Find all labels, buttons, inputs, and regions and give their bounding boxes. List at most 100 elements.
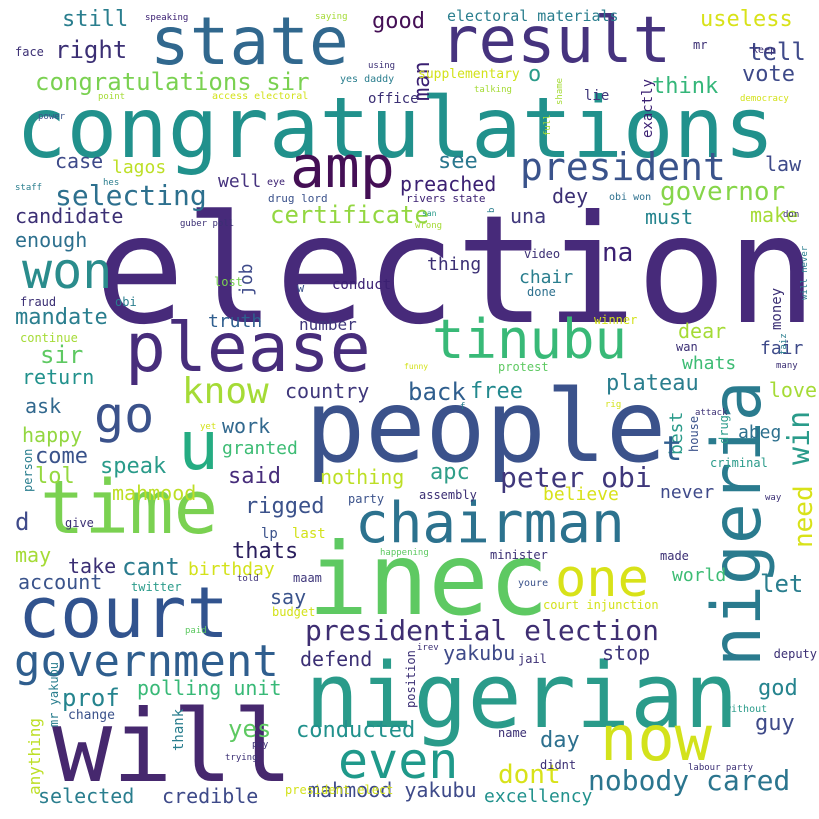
cloud-word: lol (35, 464, 75, 489)
cloud-word: lie (584, 88, 610, 104)
cloud-word: anything (25, 717, 44, 795)
cloud-word: drug (717, 415, 731, 444)
cloud-word: happy (22, 423, 83, 447)
cloud-word: supplementary (418, 67, 520, 82)
cloud-word: never (660, 482, 715, 503)
cloud-word: god (758, 676, 798, 701)
cloud-word: full (543, 114, 553, 136)
cloud-word: faiz (779, 333, 789, 355)
cloud-word: make (750, 203, 799, 227)
cloud-word: time (40, 465, 219, 551)
cloud-word: preached (400, 172, 497, 196)
cloud-word: give (65, 516, 94, 530)
cloud-word: way (765, 493, 782, 503)
cloud-word: lagos (112, 157, 167, 178)
cloud-word: access electoral (212, 91, 309, 102)
cloud-word: ask (25, 394, 62, 418)
cloud-word: party (348, 492, 385, 506)
cloud-word: plateau (606, 371, 699, 396)
cloud-word: congratulations sir (35, 68, 310, 96)
cloud-word: let (760, 570, 804, 598)
cloud-word: youre (518, 578, 549, 589)
cloud-word: attack (695, 408, 728, 418)
cloud-word: state (150, 3, 349, 80)
cloud-word: point (98, 92, 126, 102)
cloud-word: won (22, 242, 113, 300)
cloud-word: excellency (484, 786, 593, 807)
cloud-word: using (368, 61, 396, 71)
cloud-word: exactly (640, 78, 656, 138)
cloud-word: speak (100, 454, 167, 479)
cloud-word: yet (200, 422, 217, 432)
cloud-word: prof (62, 684, 120, 712)
cloud-word: chair (519, 267, 574, 288)
cloud-word: change (68, 708, 115, 723)
cloud-word: selected (38, 784, 135, 808)
cloud-word: pay (252, 740, 269, 750)
cloud-word: thing (427, 254, 482, 275)
cloud-word: inec (308, 521, 549, 638)
cloud-word: rigged (245, 494, 325, 519)
cloud-word: lost (214, 275, 243, 289)
cloud-word: funny (404, 362, 429, 371)
cloud-word: mahmood (112, 481, 197, 505)
cloud-word: na (602, 238, 634, 268)
cloud-word: guber poll (180, 219, 235, 229)
cloud-word: well (218, 171, 262, 192)
cloud-word: may (15, 543, 52, 567)
cloud-word: right (55, 36, 128, 64)
cloud-word: peter obi (500, 461, 652, 494)
cloud-word: believe (543, 484, 619, 505)
cloud-word: vote (742, 62, 795, 87)
cloud-word: house (687, 415, 701, 452)
cloud-word: truth (208, 311, 263, 332)
cloud-word: thats (232, 539, 299, 564)
cloud-word: assembly (419, 488, 477, 502)
cloud-word: w (297, 281, 305, 295)
cloud-word: mandate (15, 305, 108, 330)
cloud-word: una (510, 204, 547, 228)
cloud-word: election (94, 184, 817, 358)
cloud-word: budget (272, 605, 316, 619)
cloud-word: number (299, 315, 357, 334)
cloud-word: country (285, 379, 370, 403)
cloud-word: return (22, 365, 95, 389)
cloud-word: governor (660, 177, 786, 207)
cloud-word: fraud (20, 295, 57, 309)
cloud-word: many (776, 361, 798, 371)
cloud-word: dey (552, 184, 589, 208)
cloud-word: guy (755, 711, 795, 736)
cloud-word: will (52, 688, 293, 805)
cloud-word: mr (693, 38, 708, 52)
cloud-word: deputy (773, 647, 817, 661)
cloud-word: work (222, 414, 271, 438)
cloud-word: abeg (738, 422, 782, 443)
cloud-word: chairman (355, 491, 625, 556)
cloud-word: o (528, 62, 542, 87)
cloud-word: speaking (145, 13, 189, 23)
cloud-word: hes (103, 178, 120, 188)
cloud-word: wrong (415, 221, 443, 231)
cloud-word: now (600, 702, 712, 775)
cloud-word: please (125, 309, 371, 388)
cloud-word: wan (676, 340, 698, 354)
cloud-word: face (15, 45, 44, 59)
cloud-word: t (662, 429, 683, 469)
cloud-word: continue (20, 331, 78, 345)
cloud-word: position (404, 650, 418, 708)
cloud-word: minister (490, 548, 548, 562)
cloud-word: said (228, 464, 281, 489)
cloud-word: nothing (320, 465, 405, 489)
cloud-word: court injunction (543, 598, 659, 612)
cloud-word: electoral materials (447, 7, 619, 25)
cloud-word: happening (380, 548, 429, 558)
cloud-word: cant (122, 553, 180, 581)
cloud-word: keep (752, 45, 777, 56)
cloud-word: don (783, 210, 800, 220)
cloud-word: mahmood yakubu (308, 778, 477, 802)
cloud-word: dear (678, 319, 727, 343)
cloud-word: b (487, 207, 497, 213)
cloud-word: irev (417, 643, 439, 653)
cloud-word: know (182, 371, 269, 412)
cloud-word: tell (748, 38, 806, 66)
